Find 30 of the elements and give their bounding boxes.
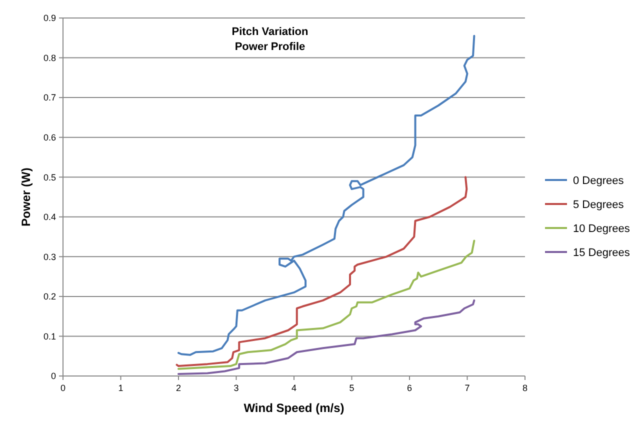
x-tick-label: 4 — [291, 383, 297, 393]
line-series — [178, 299, 476, 376]
line-series — [178, 240, 476, 370]
x-axis-title: Wind Speed (m/s) — [244, 401, 344, 415]
y-axis-title: Power (W) — [19, 168, 33, 226]
x-tick-label: 0 — [60, 383, 66, 393]
line-series — [178, 34, 476, 356]
line-series — [176, 176, 468, 368]
x-tick-label: 1 — [118, 383, 124, 393]
legend-label: 15 Degrees — [573, 246, 630, 259]
y-tick-label: 0.6 — [43, 132, 56, 142]
y-tick-label: 0.7 — [43, 92, 56, 103]
x-tick-label: 2 — [176, 383, 182, 393]
y-tick-label: 0.3 — [43, 252, 56, 262]
legend-label: 5 Degrees — [573, 198, 624, 211]
x-tick-label: 6 — [406, 383, 412, 393]
x-tick-label: 5 — [349, 383, 354, 393]
text: Pitch Variation Power Profile — [232, 26, 308, 53]
y-tick-label: 0.5 — [43, 172, 56, 182]
y-tick-label: 0 — [50, 371, 56, 382]
x-tick-label: 7 — [464, 383, 470, 393]
legend-label: 0 Degrees — [573, 174, 624, 187]
y-tick-label: 0.4 — [43, 212, 56, 222]
y-tick-label: 0.2 — [43, 292, 56, 302]
y-tick-label: 0.9 — [43, 13, 56, 24]
x-tick-label: 3 — [234, 383, 239, 393]
x-tick-label: 8 — [522, 383, 528, 393]
y-tick-label: 0.1 — [43, 331, 56, 342]
legend-label: 10 Degrees — [573, 222, 630, 235]
y-tick-label: 0.8 — [43, 52, 56, 63]
